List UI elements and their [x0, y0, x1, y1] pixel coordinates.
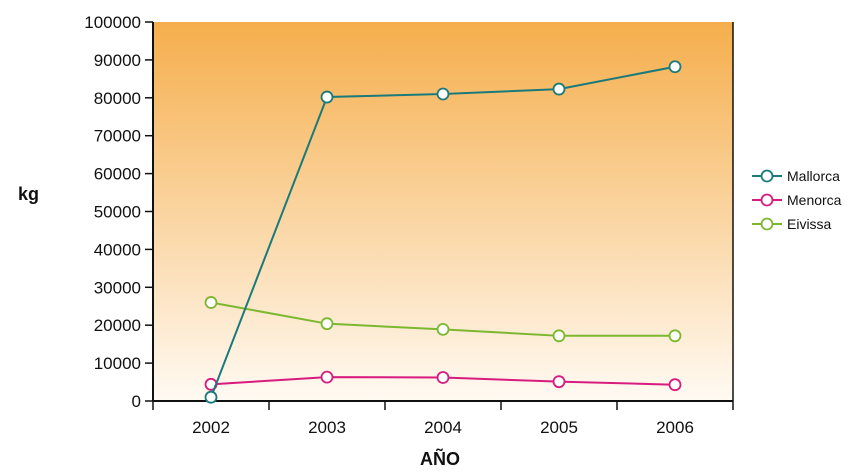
data-point: [436, 371, 450, 384]
y-tick-label: 90000: [94, 51, 141, 70]
data-point: [320, 317, 334, 331]
y-tick-label: 10000: [94, 354, 141, 373]
data-point: [668, 60, 682, 74]
plot-area: [153, 22, 733, 401]
data-point: [436, 322, 450, 336]
series-layer: [204, 60, 682, 404]
legend-marker: [760, 169, 774, 183]
x-axis: 2002 2003 2004 2005 2006: [152, 400, 734, 437]
series-menorca: [204, 370, 682, 392]
y-axis-title: kg: [18, 184, 39, 204]
y-tick-label: 100000: [84, 13, 141, 32]
y-tick-label: 60000: [94, 165, 141, 184]
series-eivissa: [204, 296, 682, 343]
data-point: [552, 329, 566, 343]
data-point: [204, 296, 218, 309]
y-tick-label: 20000: [94, 316, 141, 335]
x-tick-label: 2003: [308, 418, 346, 437]
legend-marker: [760, 193, 774, 207]
x-tick-label: 2006: [656, 418, 694, 437]
data-point: [668, 378, 682, 392]
y-tick-label: 70000: [94, 127, 141, 146]
legend-item: Mallorca: [752, 168, 840, 184]
data-point: [320, 90, 334, 104]
y-tick-label: 50000: [94, 203, 141, 222]
y-tick-label: 0: [132, 392, 141, 411]
legend-item: Menorca: [752, 192, 842, 208]
legend-label: Mallorca: [787, 168, 840, 184]
x-tick-label: 2004: [424, 418, 462, 437]
data-point: [668, 329, 682, 343]
x-axis-title: AÑO: [420, 448, 460, 469]
data-point: [552, 375, 566, 389]
y-tick-label: 40000: [94, 240, 141, 259]
y-tick-label: 30000: [94, 278, 141, 297]
data-point: [552, 82, 566, 96]
x-tick-label: 2002: [192, 418, 230, 437]
legend-label: Menorca: [787, 192, 842, 208]
y-tick-label: 80000: [94, 89, 141, 108]
legend-label: Eivissa: [787, 216, 832, 232]
legend: Mallorca Menorca Eivissa: [752, 168, 842, 232]
y-axis: 0 10000 20000 30000 40000 50000 60000 70000 8000…: [84, 13, 734, 411]
legend-marker: [760, 217, 774, 231]
series-mallorca: [204, 60, 682, 404]
data-point: [320, 370, 334, 384]
data-point: [204, 390, 218, 404]
x-tick-label: 2005: [540, 418, 578, 437]
data-point: [436, 87, 450, 101]
legend-item: Eivissa: [752, 216, 832, 232]
